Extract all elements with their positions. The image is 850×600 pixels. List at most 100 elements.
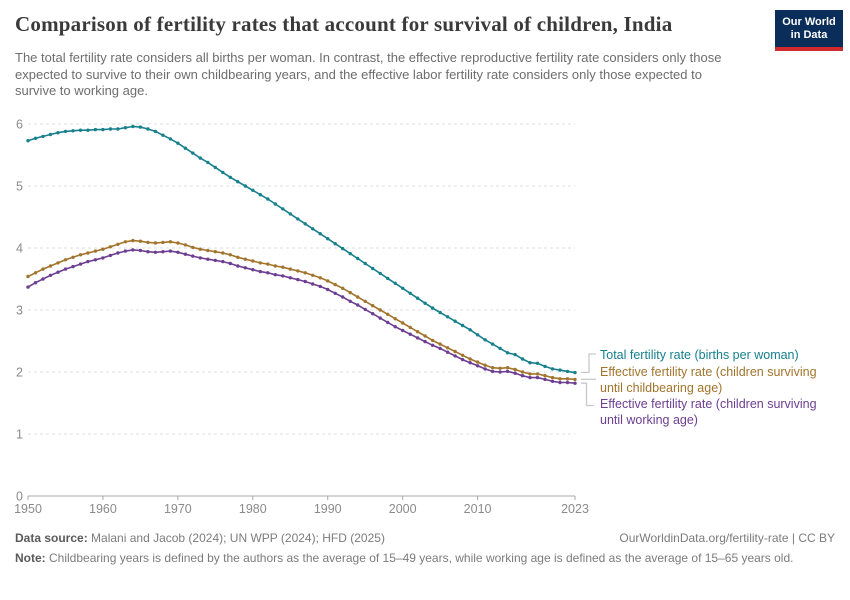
data-point <box>56 270 60 274</box>
data-point <box>78 262 83 266</box>
data-point <box>573 377 577 382</box>
footer-source-row: Data source: Malani and Jacob (2024); UN… <box>15 531 835 545</box>
data-point <box>356 295 360 299</box>
data-point <box>176 250 180 254</box>
data-source-label: Data source: <box>15 531 88 545</box>
data-point <box>296 277 300 282</box>
series-line-2[interactable] <box>26 248 577 385</box>
data-point <box>483 367 487 371</box>
data-point <box>213 165 217 170</box>
data-point <box>468 357 472 361</box>
data-point <box>101 127 105 132</box>
x-tick-label: 1990 <box>314 502 342 516</box>
data-point <box>356 303 360 307</box>
data-point <box>146 240 150 245</box>
data-point <box>558 368 562 372</box>
data-point <box>326 237 330 241</box>
owid-logo[interactable]: Our World in Data <box>775 10 843 51</box>
y-tick-label: 1 <box>16 428 23 442</box>
data-point <box>408 325 412 330</box>
data-point <box>393 317 397 321</box>
data-point <box>153 250 158 254</box>
data-point <box>123 126 128 130</box>
series-line-0[interactable] <box>26 124 577 375</box>
data-point <box>101 247 105 251</box>
data-point <box>183 252 188 256</box>
series-line-1[interactable] <box>26 238 577 382</box>
data-point <box>378 316 382 320</box>
data-point <box>228 261 232 266</box>
data-point <box>513 352 517 357</box>
data-point <box>498 366 502 370</box>
data-point <box>243 266 247 270</box>
data-point <box>243 257 247 261</box>
data-point <box>401 328 405 333</box>
data-point <box>258 269 262 274</box>
data-point <box>63 258 68 262</box>
data-point <box>71 264 75 269</box>
data-point <box>401 286 405 290</box>
data-point <box>228 175 232 179</box>
data-point <box>221 251 225 255</box>
legend-label-line: Total fertility rate (births per woman) <box>600 348 799 362</box>
data-point <box>86 259 90 264</box>
data-point <box>535 372 540 376</box>
citation-link[interactable]: OurWorldinData.org/fertility-rate | CC B… <box>619 531 835 545</box>
data-point <box>258 193 262 197</box>
data-point <box>41 134 45 139</box>
data-point <box>520 357 525 361</box>
data-point <box>453 349 457 354</box>
data-point <box>251 188 255 192</box>
data-point <box>221 170 225 175</box>
data-source-text: Data source: Malani and Jacob (2024); UN… <box>15 531 385 545</box>
data-point <box>505 366 510 370</box>
data-point <box>318 276 322 280</box>
data-point <box>543 364 547 369</box>
data-point <box>146 127 150 131</box>
data-point <box>430 343 435 347</box>
data-point <box>266 271 270 275</box>
data-point <box>423 301 427 305</box>
data-point <box>206 257 210 261</box>
data-point <box>438 342 442 346</box>
data-point <box>296 217 300 221</box>
data-point <box>505 351 510 355</box>
owid-logo-line1: Our World <box>782 16 836 28</box>
legend-item-effective-fertility-childbearing[interactable]: Effective fertility rate (children survi… <box>600 365 848 396</box>
data-point <box>161 133 165 137</box>
data-point <box>213 250 217 254</box>
data-point <box>311 227 315 231</box>
data-point <box>213 258 217 263</box>
data-point <box>183 243 188 247</box>
data-point <box>303 279 307 284</box>
data-point <box>565 369 570 374</box>
data-point <box>565 377 570 381</box>
data-point <box>333 291 337 295</box>
data-point <box>460 323 465 328</box>
legend-item-effective-fertility-working-age[interactable]: Effective fertility rate (children survi… <box>600 397 848 428</box>
data-point <box>550 367 555 371</box>
data-point <box>63 267 68 271</box>
data-point <box>108 127 113 131</box>
data-point <box>475 360 480 364</box>
data-point <box>168 137 173 141</box>
data-point <box>168 249 173 253</box>
x-tick-label: 2010 <box>464 502 492 516</box>
legend-label-line: until childbearing age) <box>600 380 723 395</box>
data-point <box>93 127 98 132</box>
data-point <box>26 274 30 279</box>
data-point <box>415 330 420 334</box>
data-point <box>176 141 180 145</box>
data-point <box>573 381 577 385</box>
data-point <box>363 261 367 266</box>
data-point <box>415 336 420 340</box>
data-point <box>490 366 495 370</box>
data-point <box>348 299 352 303</box>
data-point <box>528 372 532 376</box>
data-point <box>153 241 158 245</box>
data-point <box>513 371 517 375</box>
data-point <box>41 277 45 281</box>
legend-item-total-fertility-rate[interactable]: Total fertility rate (births per woman) <box>600 348 848 364</box>
data-point <box>78 253 83 257</box>
